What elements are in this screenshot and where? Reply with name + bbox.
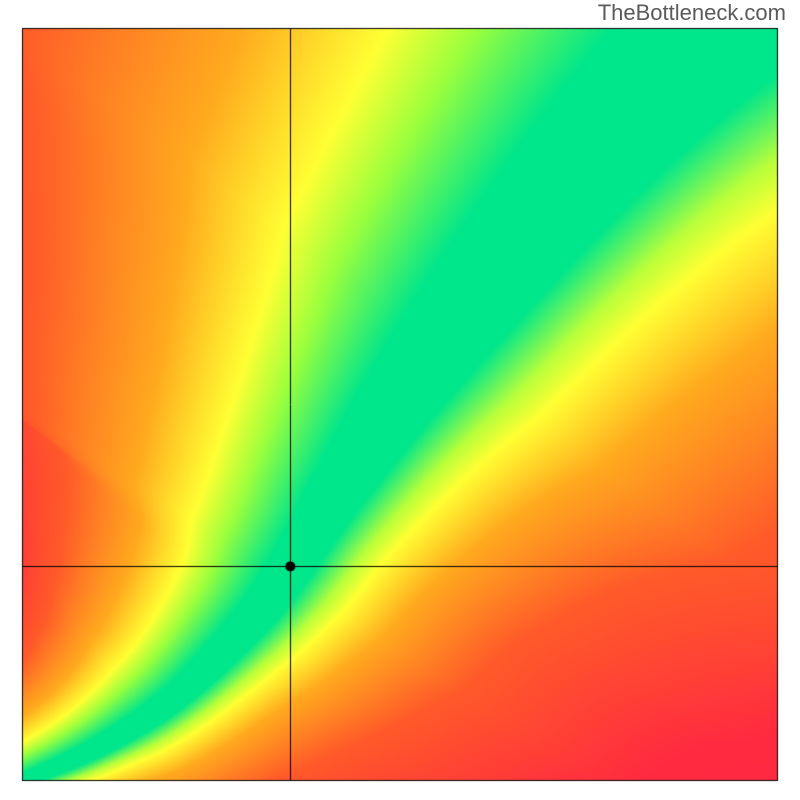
watermark-label: TheBottleneck.com <box>598 0 786 26</box>
heatmap-canvas <box>0 0 800 800</box>
